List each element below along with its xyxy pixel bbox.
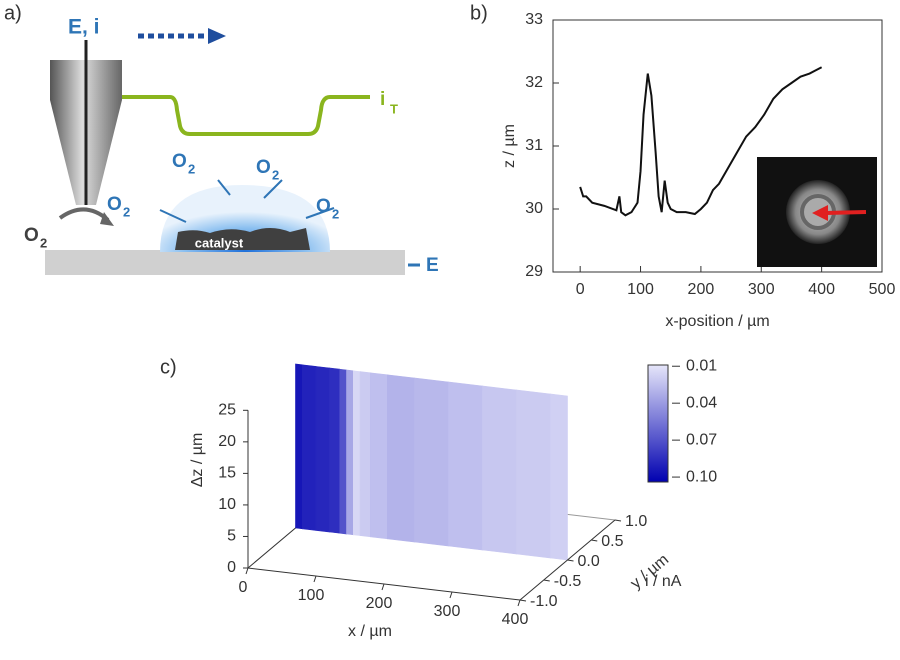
x-tick-label: 0 [576, 281, 585, 298]
x-tick-label: 200 [366, 595, 393, 612]
current-trace [122, 95, 370, 136]
tip-current-sub: T [390, 101, 398, 116]
x-tick-label: 400 [808, 281, 835, 298]
colorbar-tick-label: 0.04 [686, 394, 717, 411]
y-tick-label: -1.0 [530, 593, 558, 610]
colorbar [647, 364, 669, 483]
y-tick [567, 559, 574, 562]
panel-label: b) [470, 2, 488, 24]
surface-strip [339, 368, 347, 535]
x-tick [313, 575, 317, 583]
x-tick-label: 100 [627, 281, 654, 298]
colorbar-label: i / nA [645, 573, 682, 590]
panel-label: a) [4, 2, 22, 24]
surface-strip [414, 377, 449, 547]
colorbar-tick-label: 0.07 [686, 431, 717, 448]
y-tick [543, 579, 550, 582]
z-axis-label: Δz / µm [189, 433, 206, 488]
inset [757, 157, 877, 267]
colorbar-tick-label: 0.01 [686, 357, 717, 374]
x-tick-label: 100 [298, 587, 325, 604]
z-tick-label: 15 [218, 465, 236, 482]
x-tick-label: 500 [869, 281, 896, 298]
oxygen-sub: 2 [272, 167, 279, 182]
y-tick [519, 599, 527, 602]
probe-label: E, i [68, 16, 100, 39]
surface-strip [315, 366, 330, 533]
surface-strip [301, 364, 317, 531]
surface-strip [448, 381, 483, 551]
x-axis-label: x / µm [348, 623, 392, 640]
line-series [579, 66, 823, 217]
oxygen-label: O [316, 196, 331, 217]
oxygen-label: O [256, 157, 271, 178]
panel-label: c) [160, 356, 177, 378]
y-tick [591, 539, 598, 542]
substrate-label: E [426, 255, 439, 276]
substrate [45, 250, 405, 275]
surface-strip [482, 385, 517, 555]
oxygen-label: O [172, 151, 187, 172]
y-tick-label: 32 [525, 74, 543, 91]
x-tick [245, 567, 249, 575]
y-tick-label: 1.0 [625, 513, 647, 530]
y-tick-label: -0.5 [554, 573, 582, 590]
z-tick-label: 25 [218, 402, 236, 419]
surface-strip [369, 372, 388, 540]
oxygen-sub: 2 [332, 206, 339, 221]
y-tick [614, 519, 622, 522]
oxygen-label: O [24, 225, 39, 246]
y-tick-label: 0.0 [578, 553, 600, 570]
diagram: E, i i T catalyst E [45, 16, 439, 276]
oxygen-label: O [107, 194, 122, 215]
surface-strip [516, 389, 551, 559]
oxygen-sub: 2 [188, 161, 195, 176]
x-tick [449, 591, 453, 599]
x-tick-label: 300 [748, 281, 775, 298]
y-tick-label: 31 [525, 137, 543, 154]
y-axis-label: z / µm [501, 124, 518, 168]
surface-strip [346, 369, 354, 536]
arrow-head [208, 28, 226, 44]
x-tick-label: 300 [434, 603, 461, 620]
y-tick-label: 30 [525, 200, 543, 217]
x-tick-label: 200 [688, 281, 715, 298]
tip-current-label: i [380, 89, 385, 110]
catalyst-label: catalyst [195, 235, 244, 250]
y-tick-label: 29 [525, 263, 543, 280]
z-tick-label: 20 [218, 433, 236, 450]
x-tick-label: 400 [502, 611, 529, 628]
oxygen-sub: 2 [123, 204, 130, 219]
catalyst [175, 228, 310, 250]
surface-strip [352, 370, 361, 536]
colorbar-tick-label: 0.10 [686, 468, 717, 485]
z-tick-label: 5 [227, 528, 236, 545]
arrow [58, 207, 110, 222]
y-tick-label: 33 [525, 11, 543, 28]
surface-strip [329, 367, 341, 534]
z-tick-label: 10 [218, 496, 236, 513]
oxygen-sub: 2 [40, 235, 47, 250]
surface-strip [295, 363, 303, 530]
x-axis-label: x-position / µm [665, 313, 769, 330]
surface-strip [386, 374, 415, 543]
surface-strip [550, 393, 568, 561]
surface-strip [359, 371, 371, 538]
x-tick-label: 0 [239, 579, 248, 596]
y-tick-label: 0.5 [601, 533, 623, 550]
x-tick [381, 583, 385, 591]
x-tick [517, 599, 521, 607]
arrow-head [100, 212, 114, 226]
z-tick-label: 0 [227, 559, 236, 576]
